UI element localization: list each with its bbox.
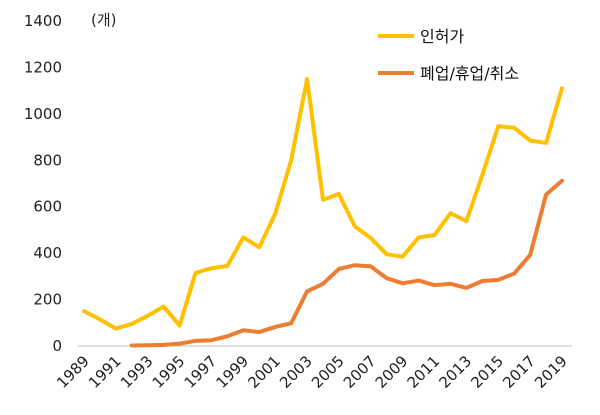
series-line-1 <box>82 77 564 331</box>
y-tick-label: 400 <box>33 244 62 262</box>
x-tick-label: 1997 <box>181 352 221 392</box>
y-tick-label: 0 <box>52 337 62 355</box>
y-tick-label: 1400 <box>24 12 62 30</box>
x-tick-label: 2013 <box>435 352 475 392</box>
x-tick-label: 2009 <box>372 352 412 392</box>
x-tick-label: 2011 <box>404 352 444 392</box>
y-axis-unit-label: (개) <box>91 11 117 29</box>
x-tick-label: 2007 <box>340 352 380 392</box>
x-axis-ticks: 1989199119931995199719992001200320052007… <box>53 352 571 392</box>
x-tick-label: 2005 <box>308 352 348 392</box>
x-tick-label: 2015 <box>467 352 507 392</box>
x-tick-label: 2019 <box>531 352 571 392</box>
x-tick-label: 1991 <box>85 352 125 392</box>
series-layer <box>82 77 564 348</box>
x-tick-label: 1993 <box>117 352 157 392</box>
legend-label-series-2: 폐업/휴업/취소 <box>420 64 519 83</box>
legend-label-series-1: 인허가 <box>420 27 464 46</box>
y-tick-label: 200 <box>33 291 62 309</box>
x-tick-label: 1989 <box>53 352 93 392</box>
x-tick-label: 1999 <box>212 352 252 392</box>
y-axis-ticks: 0 200 400 600 800 1000 1200 1400 <box>24 12 62 355</box>
x-tick-label: 2017 <box>499 352 539 392</box>
x-tick-label: 2003 <box>276 352 316 392</box>
legend: 인허가 폐업/휴업/취소 <box>378 27 519 83</box>
x-tick-label: 1995 <box>149 352 189 392</box>
y-tick-label: 600 <box>33 198 62 216</box>
x-tick-label: 2001 <box>244 352 284 392</box>
y-tick-label: 800 <box>33 151 62 169</box>
series-line-2 <box>129 178 564 348</box>
y-tick-label: 1200 <box>24 58 62 76</box>
y-tick-label: 1000 <box>24 105 62 123</box>
